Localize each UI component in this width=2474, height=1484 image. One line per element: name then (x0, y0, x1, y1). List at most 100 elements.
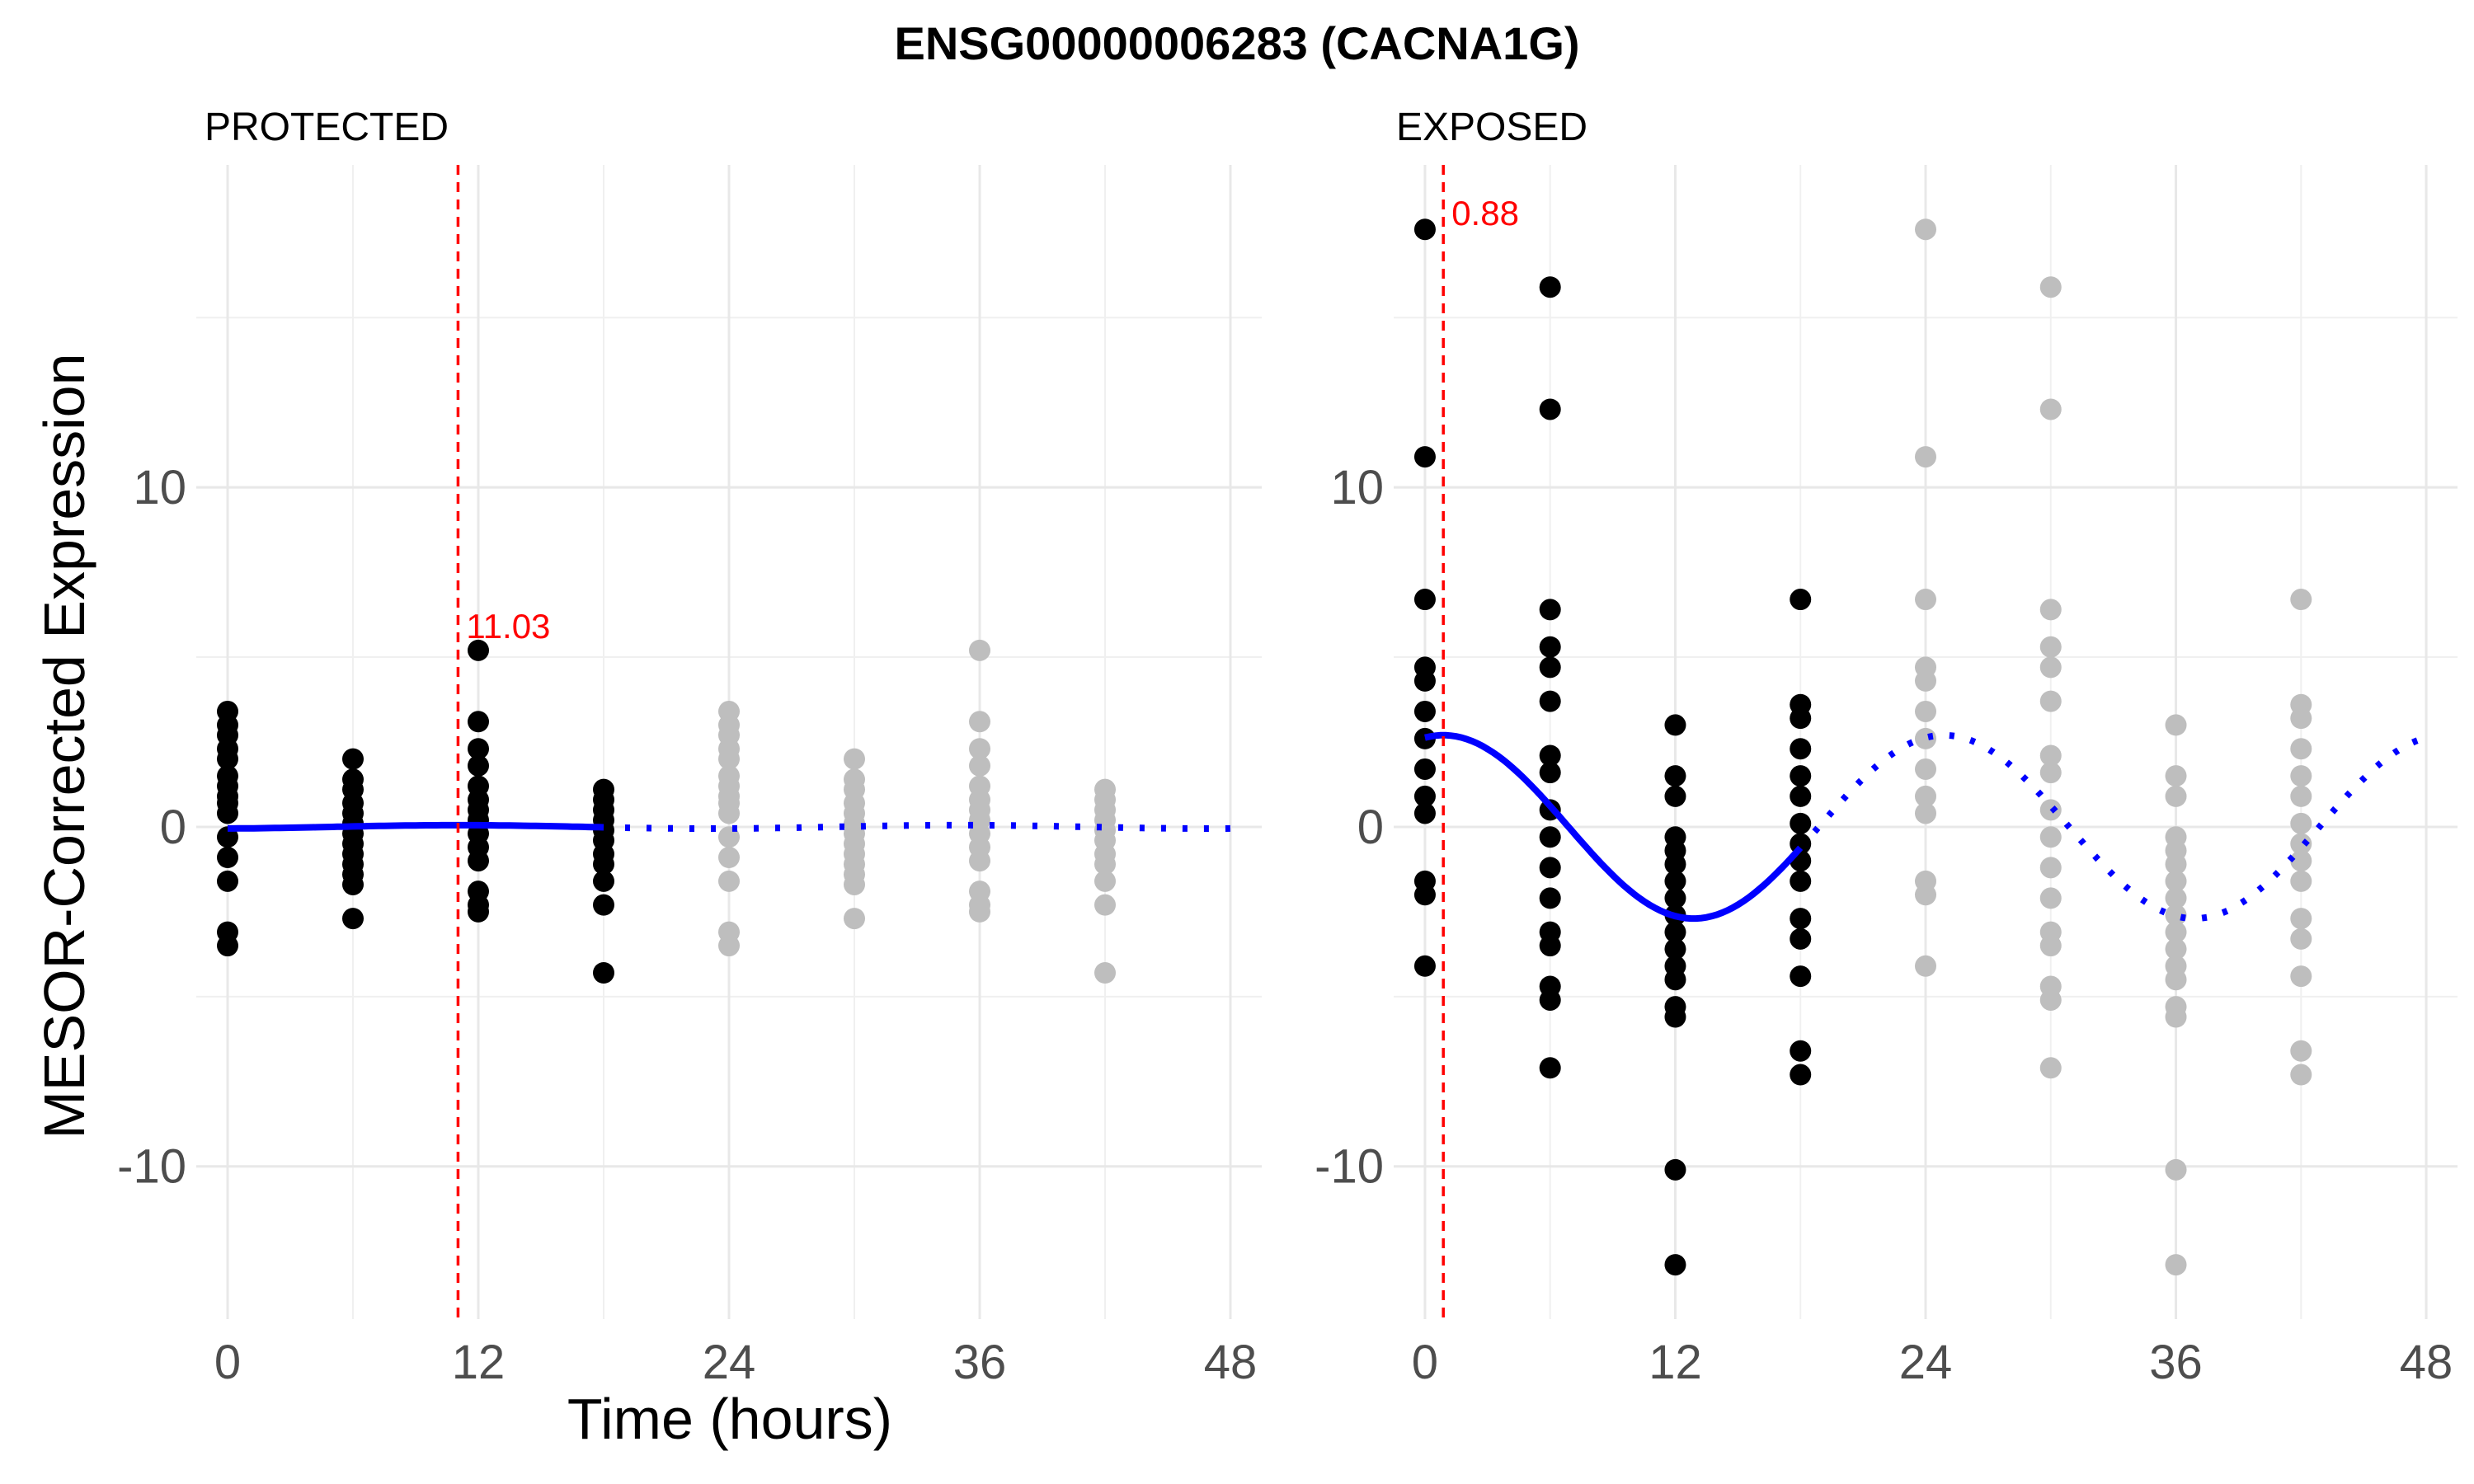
replicated-point (969, 711, 990, 733)
observed-point (468, 900, 489, 923)
panel-exposed: EXPOSED 0 12 24 36 48 -10 0 10 0.88 (1315, 106, 2458, 1389)
replicated-point (1094, 870, 1116, 892)
observed-point (1539, 989, 1561, 1011)
fit-line (228, 821, 604, 832)
observed-point (1539, 744, 1561, 767)
replicated-point (844, 748, 865, 770)
observed-point (1539, 276, 1561, 298)
x-tick-label: 24 (703, 1336, 756, 1389)
y-tick-label: 10 (133, 461, 186, 514)
observed-point (1664, 921, 1686, 943)
y-axis-title: MESOR-Corrected Expression (32, 353, 96, 1139)
y-tick-label: 0 (160, 801, 186, 854)
observed-point (1539, 656, 1561, 679)
observed-point (217, 802, 238, 824)
observed-point (1413, 669, 1436, 692)
replicated-point (1094, 962, 1116, 984)
replicated-point (718, 748, 740, 770)
observed-point (468, 754, 489, 777)
x-tick-label: 36 (2149, 1336, 2203, 1389)
replicated-point (1915, 446, 1936, 468)
observed-point (1664, 853, 1686, 876)
observed-point (1664, 785, 1686, 807)
observed-point (593, 870, 614, 892)
y-tick-label: -10 (117, 1140, 186, 1194)
observed-point (1413, 884, 1436, 906)
y-tick-label: -10 (1315, 1140, 1384, 1194)
replicated-point (2039, 762, 2062, 784)
replicated-point (2290, 850, 2312, 872)
replicated-point (2290, 785, 2312, 807)
x-tick-label: 24 (1899, 1336, 1953, 1389)
observed-point (1539, 762, 1561, 784)
observed-point (1664, 969, 1686, 991)
observed-point (1539, 935, 1561, 957)
replicated-point (1915, 884, 1936, 906)
observed-point (1413, 785, 1436, 807)
x-tick-label: 0 (214, 1336, 241, 1389)
replicated-point (1915, 955, 1936, 977)
x-tick-label: 0 (1412, 1336, 1438, 1389)
y-tick-label: 0 (1357, 801, 1384, 854)
y-tick-label: 10 (1330, 461, 1384, 514)
observed-point (342, 873, 364, 895)
observed-point (468, 738, 489, 760)
replicated-point (2039, 857, 2062, 879)
observed-point (1664, 887, 1686, 909)
replicated-point (2039, 887, 2062, 909)
replicated-point (2039, 398, 2062, 420)
replicated-point (1094, 894, 1116, 916)
replicated-point (969, 754, 990, 777)
x-axis-title: Time (hours) (567, 1387, 892, 1451)
replicated-point (1915, 785, 1936, 807)
observed-point (1413, 446, 1436, 468)
replicated-point (2165, 870, 2187, 892)
x-tick-label: 12 (452, 1336, 506, 1389)
x-tick-label: 48 (2400, 1336, 2453, 1389)
x-tick-label: 12 (1649, 1336, 1702, 1389)
replicated-point (2290, 1064, 2312, 1086)
observed-point (1790, 765, 1812, 787)
observed-point (217, 870, 238, 892)
replicated-point (2165, 785, 2187, 807)
fit-line (1424, 731, 1804, 923)
chart-title: ENSG00000006283 (CACNA1G) (894, 17, 1579, 69)
observed-point (593, 894, 614, 916)
replicated-point (969, 639, 990, 661)
replicated-point (718, 802, 740, 824)
observed-point (1413, 589, 1436, 611)
replicated-point (2039, 636, 2062, 658)
replicated-point (2165, 853, 2187, 876)
observed-point (1664, 765, 1686, 787)
replicated-point (2165, 969, 2187, 991)
observed-point (1539, 398, 1561, 420)
observed-point (342, 748, 364, 770)
observed-point (1790, 707, 1812, 730)
observed-point (1790, 1064, 1812, 1086)
observed-point (1790, 1040, 1812, 1062)
replicated-point (2039, 1057, 2062, 1079)
observed-point (1790, 812, 1812, 834)
observed-point (1790, 785, 1812, 807)
peak-time-label: 11.03 (466, 607, 550, 646)
observed-point (468, 850, 489, 872)
replicated-point (2165, 921, 2187, 943)
observed-point (1664, 1254, 1686, 1276)
replicated-point (2039, 989, 2062, 1011)
replicated-point (2039, 935, 2062, 957)
observed-point (1413, 218, 1436, 241)
replicated-point (2039, 690, 2062, 712)
replicated-point (2165, 1158, 2187, 1181)
panel-label: EXPOSED (1396, 106, 1587, 149)
panel-label: PROTECTED (205, 106, 449, 149)
observed-point (1413, 802, 1436, 824)
replicated-point (2290, 589, 2312, 611)
observed-point (1664, 870, 1686, 892)
replicated-point (969, 900, 990, 923)
replicated-point (2290, 707, 2312, 730)
panel-protected: PROTECTED 0 12 24 36 48 -10 0 10 11.03 (117, 106, 1262, 1389)
observed-point (1664, 1158, 1686, 1181)
replicated-point (2290, 765, 2312, 787)
replicated-point (2039, 599, 2062, 621)
